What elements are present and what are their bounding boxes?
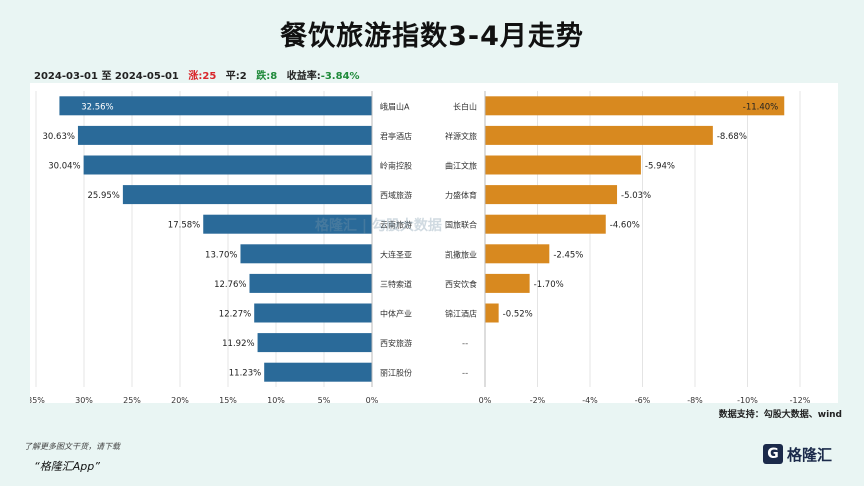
flat-count: 平:2 [225,71,247,82]
loser-bar [485,96,785,116]
loser-value-label: -5.94% [645,162,675,172]
footer-app-name: “格隆汇App” [34,460,100,473]
left-tick-label: 30% [75,396,93,403]
gainer-category-label: 三特索道 [380,279,412,289]
return-label: 收益率:-3.84% [287,71,360,82]
gainer-category-label: 岭南控股 [380,161,412,171]
gainer-category-label: 西安旅游 [380,338,412,348]
gainer-value-label: 17.58% [168,221,200,231]
gainer-category-label: 丽江股份 [380,368,412,378]
right-tick-label: -12% [790,396,811,403]
loser-bar [485,273,530,293]
loser-value-label: -4.60% [610,221,640,231]
date-range: 2024-03-01 至 2024-05-01 [34,71,179,82]
brand-name: 格隆汇 [787,445,833,464]
loser-category-label: 曲江文旅 [445,161,477,171]
brand-icon: G [763,444,783,464]
right-tick-label: -2% [530,396,546,403]
gainer-bar [59,96,372,116]
right-tick-label: -10% [737,396,758,403]
loser-category-label: 西安饮食 [445,279,477,289]
gainer-category-label: 大连圣亚 [380,249,412,259]
loser-value-label: -0.52% [503,310,533,320]
gainer-category-label: 中体产业 [380,309,412,319]
right-tick-label: -4% [582,396,598,403]
gainer-bar [264,362,372,382]
brand-logo: G 格隆汇 [763,441,832,467]
loser-value-label: -1.70% [534,280,564,290]
loser-category-label: 凯撒旅业 [445,249,477,259]
loser-value-label: -8.68% [717,132,747,142]
gainer-category-label: 西域旅游 [380,190,412,200]
gainer-bar [83,155,372,175]
loser-bar [485,214,606,234]
right-tick-label: -8% [687,396,703,403]
gainer-value-label: 25.95% [87,191,119,201]
summary-bar: 2024-03-01 至 2024-05-01 涨:25 平:2 跌:8 收益率… [34,67,366,82]
loser-value-label: -11.40% [743,102,778,112]
left-tick-label: 10% [267,396,285,403]
gainer-value-label: 12.27% [219,310,251,320]
footer-note: 了解更多图文干货，请下载 [24,442,120,451]
down-count: 跌:8 [256,71,278,82]
gainer-bar [77,125,372,145]
gainer-category-label: 云南旅游 [380,220,412,230]
gainer-bar [203,214,372,234]
data-source: 数据支持：勾股大数据、wind [718,410,842,420]
loser-category-label: 力盛体育 [445,190,477,200]
loser-value-label: -- [462,369,468,379]
gainer-bar [249,273,372,293]
loser-bar [485,244,550,264]
loser-bar [485,125,713,145]
loser-category-label: 长白山 [453,101,477,111]
left-tick-label: 25% [123,396,141,403]
right-tick-label: -6% [635,396,651,403]
chart-title: 餐饮旅游指数3-4月走势 [280,21,584,52]
left-tick-label: 0% [366,396,379,403]
loser-value-label: -2.45% [553,250,583,260]
gainer-value-label: 30.04% [48,162,80,172]
loser-category-label: 祥源文旅 [445,131,477,141]
right-tick-label: 0% [479,396,492,403]
gainer-value-label: 13.70% [205,250,237,260]
gainer-value-label: 11.92% [222,339,254,349]
loser-category-label: 国旅联合 [445,220,477,230]
gainer-value-label: 11.23% [229,369,261,379]
gainer-value-label: 32.56% [81,102,113,112]
gainer-bar [240,244,372,264]
gainer-value-label: 12.76% [214,280,246,290]
bar-chart: 35% 30% 25% 20% 15% 10% 5% 0% 0% -2% -4% -6% -8% -10%… [27,91,811,405]
watermark: 格隆汇 | 勾股大数据 [315,218,442,234]
up-count: 涨:25 [188,71,217,82]
loser-value-label: -- [462,339,468,349]
gainer-bar [254,303,372,323]
left-tick-label: 15% [219,396,237,403]
loser-bar [485,155,641,175]
return-prefix: 收益率: [286,71,321,82]
chart-panel: 35% 30% 25% 20% 15% 10% 5% 0% 0% -2% -4% -6% -8% -10%… [27,83,838,405]
gainer-value-label: 30.63% [43,132,75,142]
left-tick-label: 20% [171,396,189,403]
left-tick-label: 35% [30,396,45,403]
loser-bar [485,303,499,323]
gainer-bar [122,185,372,205]
loser-category-label: 锦江酒店 [445,309,477,319]
gainer-bar [257,333,372,353]
gainer-category-label: 峨眉山A [380,101,410,111]
left-tick-label: 5% [318,396,331,403]
loser-bar [485,185,618,205]
loser-value-label: -5.03% [621,191,651,201]
return-value: -3.84% [320,71,360,82]
gainer-category-label: 君亭酒店 [380,131,412,141]
